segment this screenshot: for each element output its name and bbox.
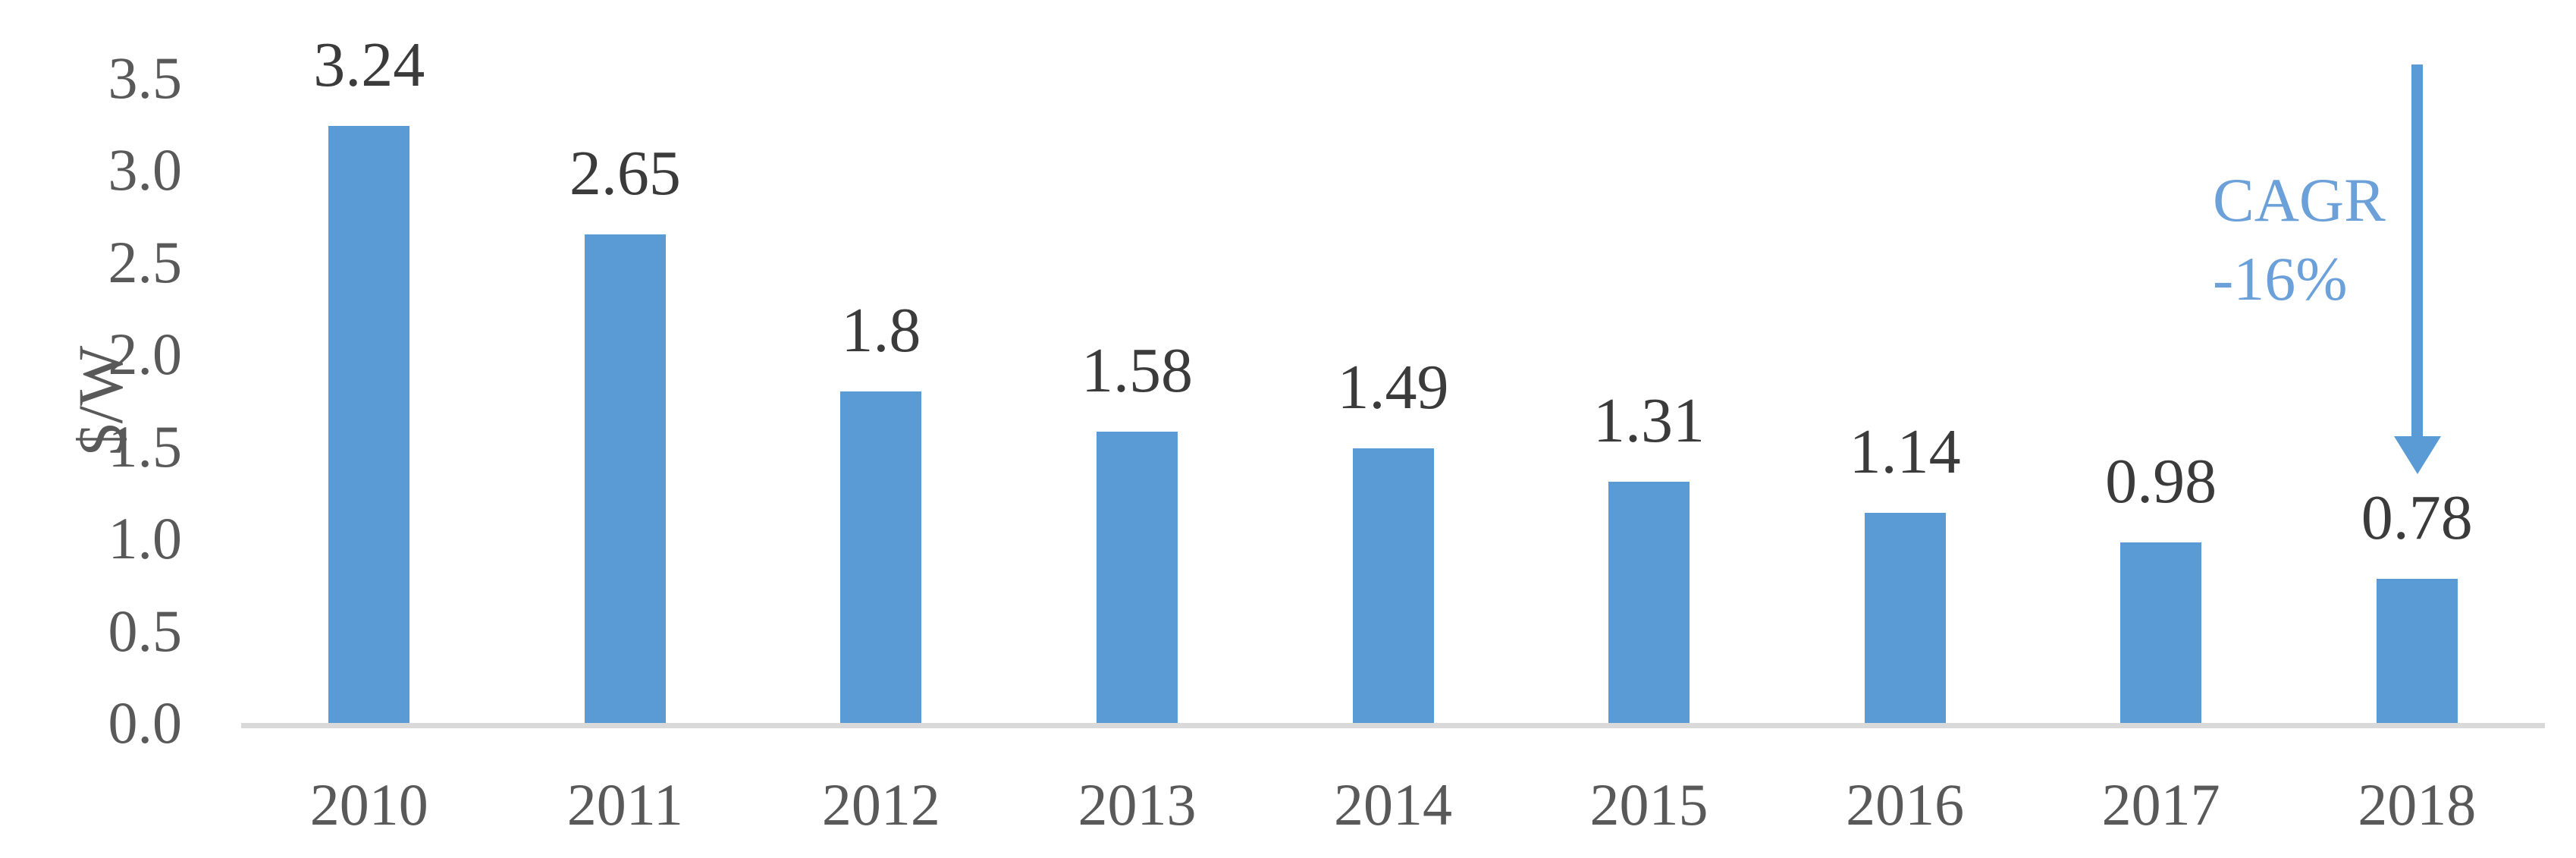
x-tick-label-2014: 2014 <box>1334 772 1452 838</box>
data-label-2017: 0.98 <box>2105 445 2217 517</box>
data-label-2016: 1.14 <box>1849 416 1961 487</box>
data-label-2013: 1.58 <box>1081 335 1193 407</box>
bar-2014 <box>1352 448 1434 723</box>
x-tick-label-2013: 2013 <box>1078 772 1197 838</box>
y-tick-label-2.5: 2.5 <box>108 228 183 295</box>
x-tick-label-2010: 2010 <box>309 772 428 838</box>
data-label-2014: 1.49 <box>1337 351 1449 423</box>
bar-2015 <box>1608 481 1690 723</box>
x-tick-label-2015: 2015 <box>1589 772 1708 838</box>
y-tick-label-2.0: 2.0 <box>108 321 183 387</box>
y-tick-label-1.0: 1.0 <box>108 505 183 571</box>
x-tick-label-2011: 2011 <box>566 772 683 838</box>
y-tick-label-0.0: 0.0 <box>108 690 183 756</box>
x-axis-line <box>241 723 2545 728</box>
data-label-2012: 1.8 <box>841 294 921 366</box>
cagr-annotation-line2: -16% <box>2213 244 2348 313</box>
data-label-2010: 3.24 <box>313 29 425 100</box>
bar-2010 <box>328 125 410 723</box>
cagr-annotation-line1: CAGR <box>2213 165 2386 234</box>
data-label-2018: 0.78 <box>2361 482 2473 554</box>
data-label-2011: 2.65 <box>569 138 681 209</box>
bar-2011 <box>584 234 666 723</box>
y-tick-label-3.5: 3.5 <box>108 44 183 111</box>
bar-2013 <box>1096 432 1178 723</box>
bar-2016 <box>1864 512 1946 723</box>
y-tick-label-3.0: 3.0 <box>108 137 183 203</box>
x-tick-label-2012: 2012 <box>821 772 940 838</box>
x-tick-label-2018: 2018 <box>2358 772 2477 838</box>
bar-2017 <box>2120 542 2202 723</box>
arrow-down-head-icon <box>2394 436 2441 474</box>
x-tick-label-2017: 2017 <box>2101 772 2220 838</box>
cagr-annotation: CAGR -16% <box>2213 161 2386 319</box>
y-tick-label-0.5: 0.5 <box>108 597 183 664</box>
arrow-shaft <box>2411 64 2423 436</box>
bar-2012 <box>840 391 922 723</box>
bar-2018 <box>2376 579 2458 723</box>
y-tick-label-1.5: 1.5 <box>108 413 183 479</box>
x-tick-label-2016: 2016 <box>1846 772 1965 838</box>
data-label-2015: 1.31 <box>1593 385 1705 456</box>
